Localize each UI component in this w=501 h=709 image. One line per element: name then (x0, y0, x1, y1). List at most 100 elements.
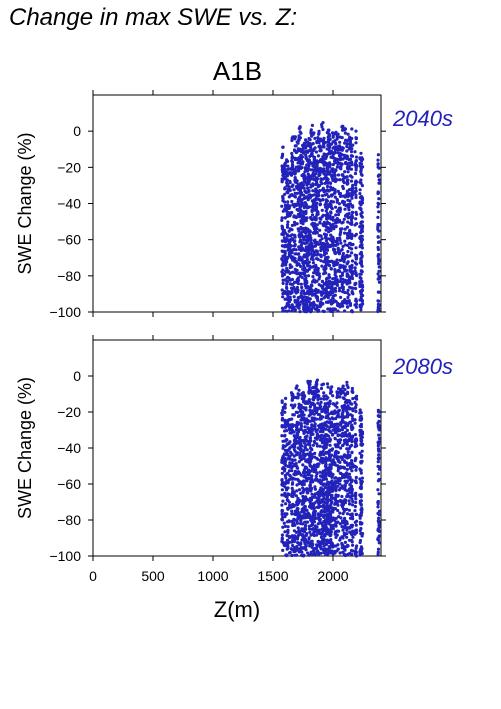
data-point (322, 220, 326, 224)
data-point (317, 140, 321, 145)
data-point (311, 275, 315, 279)
data-point (336, 499, 340, 503)
data-point (359, 181, 363, 185)
data-point (343, 404, 347, 409)
data-point (345, 428, 349, 432)
data-point (376, 472, 380, 476)
data-point (350, 290, 354, 294)
data-point (280, 155, 284, 160)
data-point (280, 517, 284, 521)
data-point (285, 225, 290, 229)
data-point (336, 422, 340, 426)
data-point (297, 252, 301, 256)
data-point (285, 181, 289, 185)
data-point (286, 220, 290, 224)
data-point (359, 461, 363, 465)
data-point (336, 493, 340, 498)
data-point (307, 385, 311, 389)
data-point (280, 424, 284, 428)
period-label: 2080s (392, 354, 453, 379)
data-point (350, 247, 354, 251)
data-point (329, 466, 333, 471)
data-point (377, 425, 381, 429)
data-point (347, 137, 351, 141)
data-point (353, 191, 357, 195)
data-point (301, 300, 305, 304)
data-point (280, 204, 284, 208)
data-point (350, 160, 354, 164)
data-point (359, 493, 363, 497)
data-point (306, 172, 310, 176)
data-point (360, 476, 364, 480)
data-point (360, 255, 364, 259)
data-point (290, 392, 294, 396)
data-point (335, 529, 339, 533)
data-point (298, 125, 302, 129)
data-point (377, 477, 381, 482)
data-point (322, 544, 326, 548)
data-point (299, 473, 303, 477)
data-point (353, 421, 357, 425)
data-point (283, 253, 287, 257)
data-point (331, 510, 335, 514)
data-point (334, 522, 338, 526)
data-point (315, 409, 319, 414)
data-point (354, 475, 358, 480)
data-point (327, 493, 331, 497)
data-point (286, 528, 290, 532)
data-point (329, 533, 333, 538)
data-point (331, 527, 335, 531)
data-point (314, 249, 318, 253)
figure-title: Change in max SWE vs. Z: (9, 4, 298, 31)
data-point (343, 553, 347, 557)
data-point (316, 457, 320, 461)
data-point (283, 530, 287, 534)
data-point (337, 252, 341, 256)
data-point (360, 280, 364, 284)
data-point (288, 271, 292, 275)
data-point (299, 424, 303, 428)
data-point (308, 484, 312, 488)
data-point (345, 447, 349, 451)
data-point (302, 438, 306, 442)
data-point (361, 165, 365, 169)
data-point (377, 541, 381, 545)
data-point (315, 176, 319, 180)
data-point (301, 406, 306, 410)
data-point (333, 454, 337, 458)
data-point (360, 431, 364, 435)
data-point (316, 136, 320, 140)
data-point (345, 522, 349, 526)
data-point (294, 248, 298, 252)
data-point (328, 443, 332, 447)
data-point (333, 286, 338, 290)
data-point (282, 521, 286, 525)
data-point (376, 215, 380, 219)
data-point (341, 528, 345, 532)
data-point (285, 542, 289, 546)
data-point (359, 162, 364, 166)
data-point (285, 174, 289, 178)
data-point (353, 400, 357, 405)
data-point (280, 216, 284, 220)
data-point (328, 438, 332, 442)
data-point (326, 552, 330, 556)
data-point (287, 300, 291, 304)
data-point (294, 436, 298, 440)
data-point (347, 236, 351, 240)
data-point (376, 240, 381, 244)
data-point (345, 175, 349, 179)
scatter-points (280, 121, 381, 314)
data-point (350, 469, 354, 473)
data-point (285, 538, 290, 542)
y-axis-label: SWE Change (%) (15, 132, 35, 274)
data-point (353, 459, 357, 463)
data-point (285, 429, 289, 433)
data-point (326, 307, 330, 311)
data-point (354, 523, 358, 527)
data-point (331, 167, 335, 171)
data-point (322, 391, 326, 395)
data-point (308, 379, 312, 384)
data-point (322, 397, 326, 401)
data-point (350, 188, 354, 192)
